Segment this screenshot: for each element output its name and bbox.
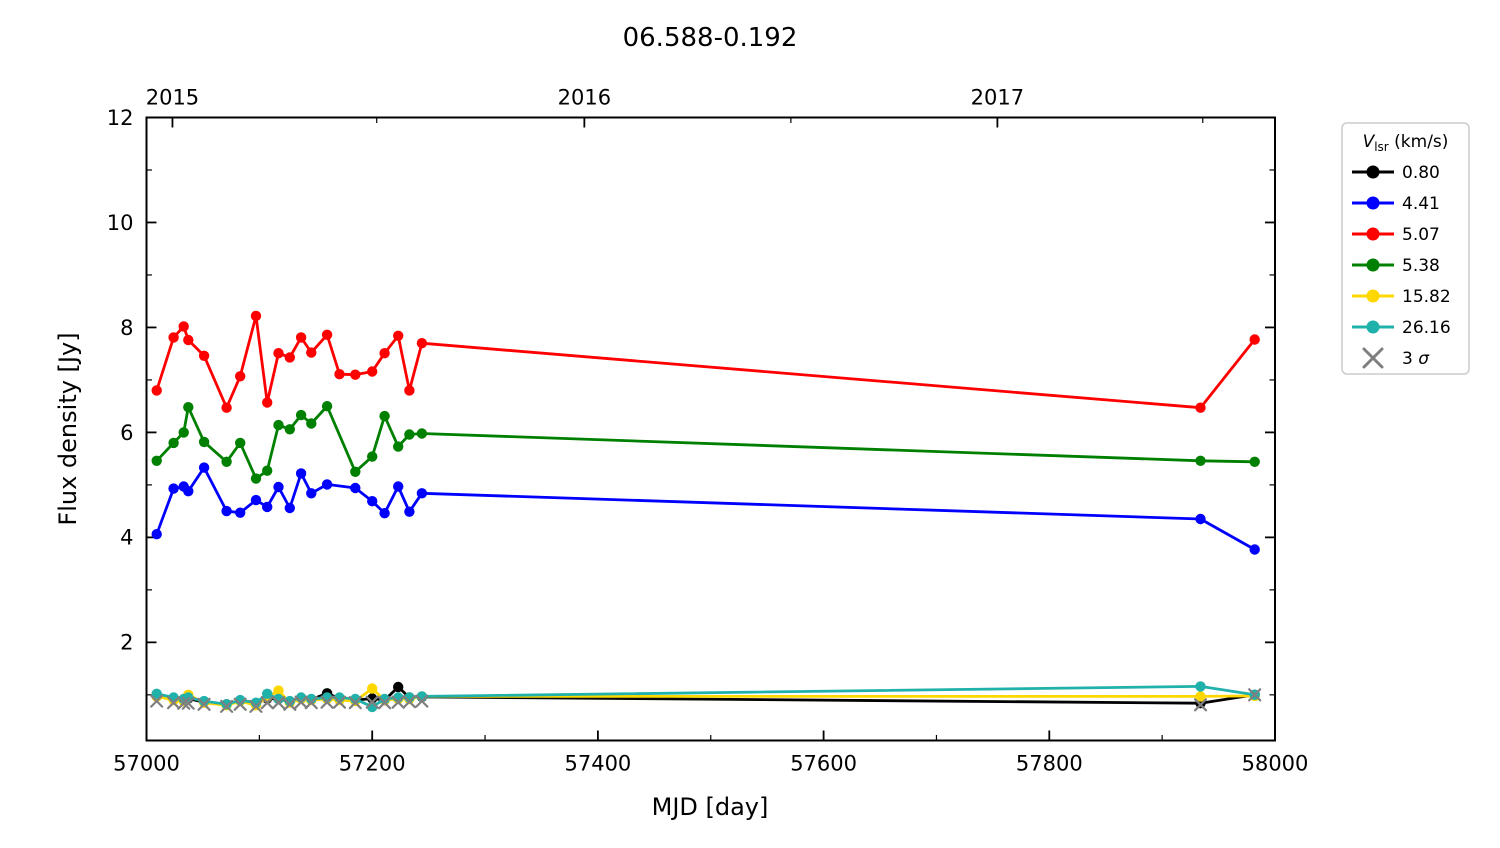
legend-item-5.38: 5.38 — [1352, 256, 1440, 276]
legend-marker — [1366, 196, 1380, 210]
x-tick-label: 57200 — [339, 752, 406, 776]
legend-label: 0.80 — [1402, 163, 1440, 183]
series-line — [155, 466, 1257, 551]
series-3 σ — [150, 688, 1262, 713]
legend-item-26.16: 26.16 — [1352, 318, 1451, 338]
plot-area: 57000 57200 57400 57600 57800 58000 2 4 6 8 10 12 20… — [107, 86, 1309, 776]
series-markers — [150, 688, 1262, 713]
legend-label: 4.41 — [1402, 194, 1440, 214]
legend-item-3 σ: 3 σ — [1362, 347, 1430, 369]
x-axis-label: MJD [day] — [652, 793, 769, 821]
y-tick-label: 6 — [120, 421, 133, 445]
axis-ticks — [145, 116, 1276, 741]
x-tick-label: 57800 — [1016, 752, 1083, 776]
y-tick-label: 12 — [107, 106, 134, 130]
legend-label: 5.07 — [1402, 225, 1440, 245]
series-4.41 — [151, 462, 1260, 555]
legend-box — [1341, 122, 1470, 375]
x-tick-label: 57600 — [790, 752, 857, 776]
legend-label: 26.16 — [1402, 318, 1451, 338]
legend-label: 5.38 — [1402, 256, 1440, 276]
legend-label: 3 σ — [1402, 349, 1430, 369]
y-tick-label: 8 — [120, 316, 133, 340]
series-markers — [151, 462, 1260, 555]
plot-frame — [145, 116, 1276, 742]
series-markers — [151, 401, 1260, 484]
x-tick-label: 57000 — [113, 752, 180, 776]
series-line — [155, 404, 1257, 481]
legend-item-5.07: 5.07 — [1352, 225, 1440, 245]
series-5.38 — [151, 401, 1260, 484]
legend-title: Vlsr (km/s) — [1363, 132, 1449, 154]
year-tick-label: 2016 — [558, 86, 611, 110]
legend-marker — [1366, 320, 1380, 334]
year-tick-label: 2015 — [146, 86, 199, 110]
legend-marker — [1366, 227, 1380, 241]
legend: Vlsr (km/s) 0.80 4.41 5.07 5.38 15.82 26.16 3 σ — [1341, 122, 1470, 375]
x-tick-label: 58000 — [1242, 752, 1309, 776]
y-tick-label: 4 — [120, 526, 133, 550]
year-tick-label: 2017 — [971, 86, 1024, 110]
legend-label: 15.82 — [1402, 287, 1451, 307]
series-line — [155, 314, 1257, 410]
y-tick-label: 2 — [120, 631, 133, 655]
legend-item-0.80: 0.80 — [1352, 163, 1440, 183]
legend-marker — [1366, 165, 1380, 179]
legend-item-15.82: 15.82 — [1352, 287, 1451, 307]
y-axis-label: Flux density [Jy] — [54, 332, 82, 525]
legend-marker — [1366, 289, 1380, 303]
series-markers — [151, 310, 1260, 413]
chart-title: 06.588-0.192 — [623, 23, 798, 53]
x-tick-label: 57400 — [564, 752, 631, 776]
axis-tick-labels: 57000 57200 57400 57600 57800 58000 2 4 6 8 10 12 20… — [107, 86, 1309, 776]
series-5.07 — [151, 310, 1260, 413]
y-tick-label: 10 — [107, 211, 134, 235]
legend-marker — [1366, 258, 1380, 272]
axis-minor-ticks — [146, 117, 1275, 741]
legend-item-4.41: 4.41 — [1352, 194, 1440, 214]
